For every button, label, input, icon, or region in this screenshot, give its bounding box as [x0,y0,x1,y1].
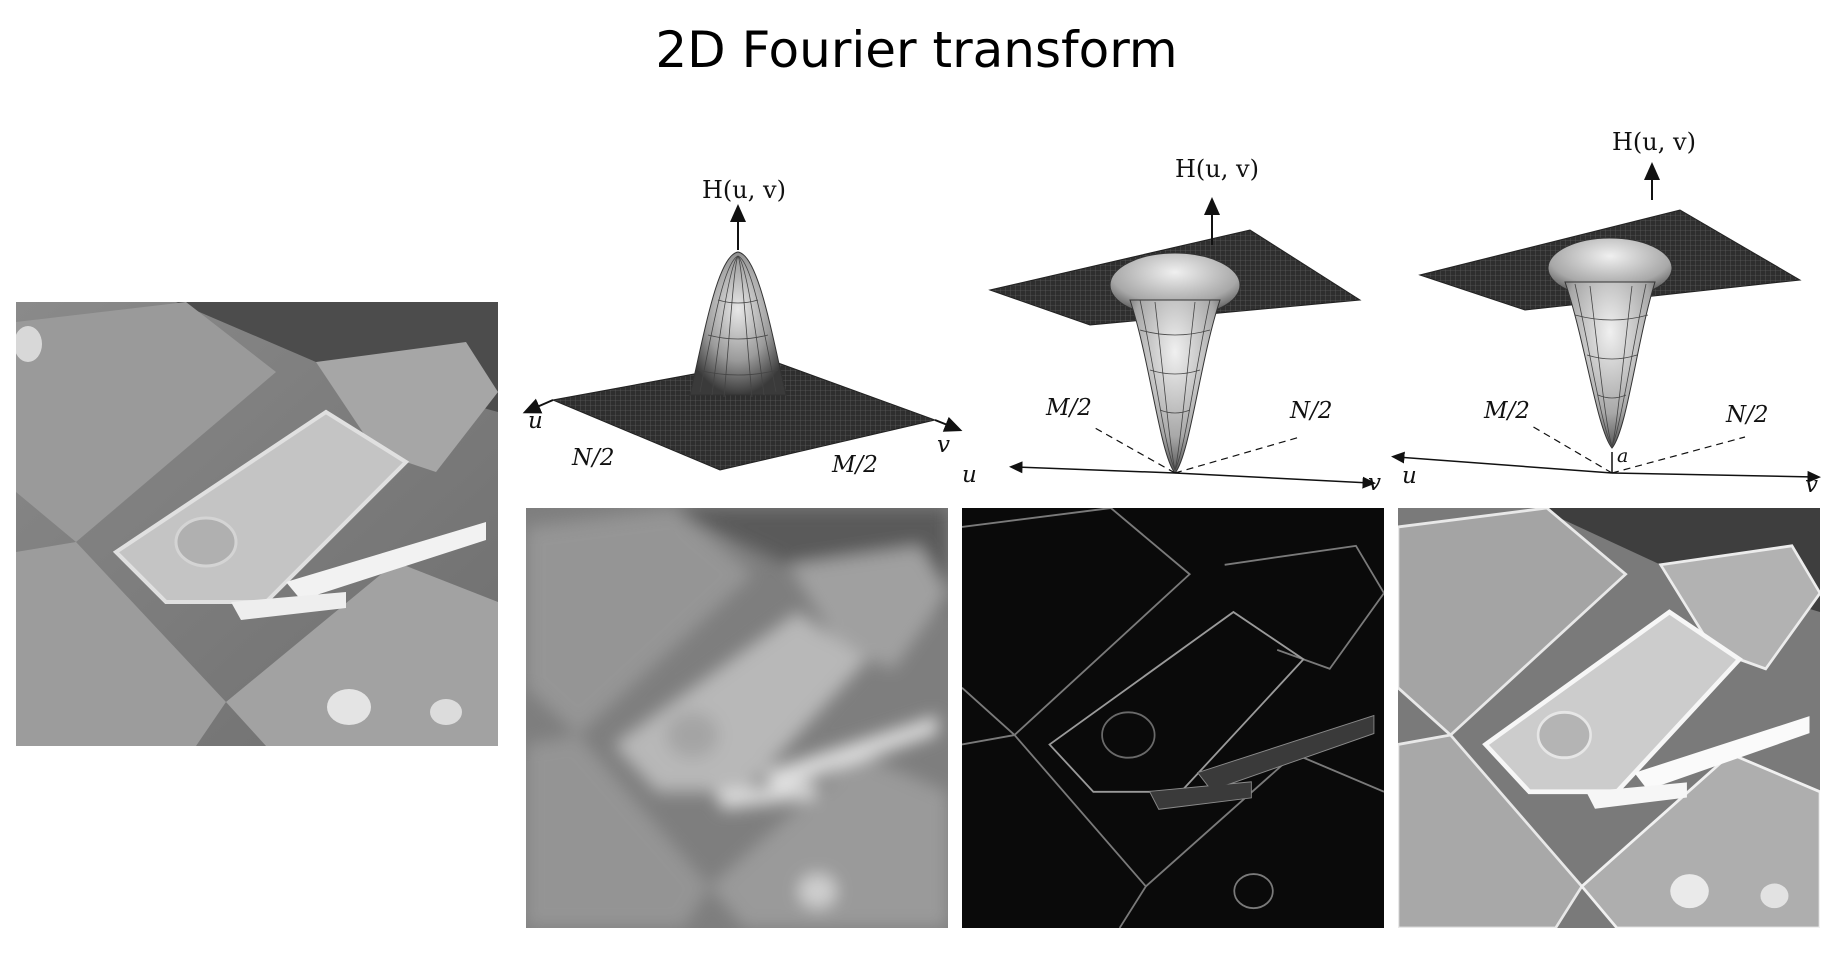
plot-highpass: H(u, v) u v M/2 N/2 [962,155,1381,496]
plot1-u-mark: N/2 [571,445,615,471]
lowpass-result [526,508,948,928]
page-title: 2D Fourier transform [655,21,1178,79]
plot1-v-mark: M/2 [831,452,878,478]
plot3-dip [1564,281,1656,449]
highboost-result [1398,508,1820,928]
plot3-u-label: u [1402,463,1417,489]
plot3-v-mark: N/2 [1725,402,1769,428]
plot1-u-label: u [528,408,543,434]
plot1-v-label: v [937,432,950,458]
plot2-u-mark: M/2 [1045,395,1092,421]
plot1-h-label: H(u, v) [702,176,786,204]
plot2-h-label: H(u, v) [1175,155,1259,183]
highpass-result [962,508,1384,928]
filter-plots: H(u, v) u v N/2 M/2 H(u, v) u v M/2 N/2 [522,128,1821,498]
plot2-dip [1129,299,1221,474]
plot-highboost: H(u, v) u v M/2 N/2 a [1391,128,1821,498]
plot3-offset-label: a [1617,445,1628,467]
plot3-u-mark: M/2 [1483,398,1530,424]
plot2-v-mark: N/2 [1289,398,1333,424]
plot3-v-label: v [1805,472,1818,498]
original-image [16,302,498,746]
plot1-peak [689,251,787,396]
plot3-h-label: H(u, v) [1612,128,1696,156]
plot2-u-label: u [962,462,977,488]
plot2-v-label: v [1368,470,1381,496]
plot-lowpass: H(u, v) u v N/2 M/2 [522,176,963,478]
